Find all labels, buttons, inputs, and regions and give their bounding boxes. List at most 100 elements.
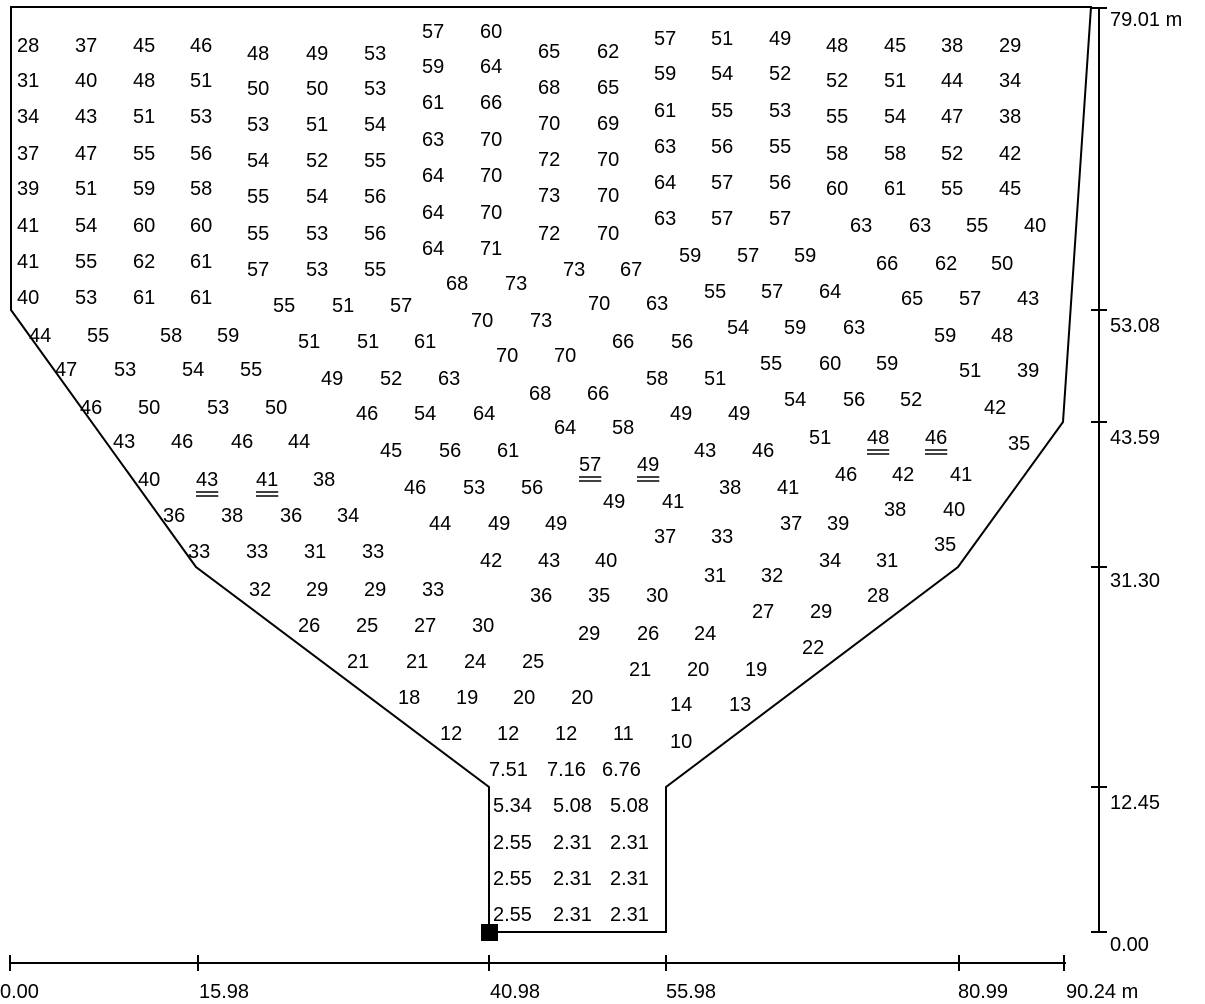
value-label: 62 (597, 41, 619, 63)
value-label: 46 (356, 403, 378, 425)
value-label: 63 (422, 129, 444, 151)
value-label: 30 (646, 585, 668, 607)
value-label: 34 (337, 505, 359, 527)
value-label: 50 (138, 397, 160, 419)
value-label: 47 (75, 143, 97, 165)
value-label: 39 (1017, 360, 1039, 382)
value-label: 29 (306, 579, 328, 601)
value-label: 53 (463, 477, 485, 499)
value-label: 55 (273, 295, 295, 317)
value-label: 5.34 (493, 795, 532, 817)
value-label: 58 (160, 325, 182, 347)
value-label: 59 (876, 353, 898, 375)
value-label: 29 (999, 35, 1021, 57)
value-label: 52 (826, 70, 848, 92)
value-label: 31 (876, 550, 898, 572)
value-label: 56 (439, 440, 461, 462)
value-label: 73 (563, 259, 585, 281)
value-label: 55 (247, 186, 269, 208)
value-label: 2.31 (610, 904, 649, 926)
value-label: 26 (637, 623, 659, 645)
value-label: 59 (133, 178, 155, 200)
value-label: 46 (190, 35, 212, 57)
value-label: 27 (752, 601, 774, 623)
value-label: 54 (75, 215, 97, 237)
value-label: 2.31 (610, 868, 649, 890)
value-label: 53 (207, 397, 229, 419)
value-label: 68 (538, 77, 560, 99)
value-label: 46 (171, 431, 193, 453)
value-label: 46 (925, 427, 947, 449)
value-label: 38 (719, 477, 741, 499)
value-label: 40 (943, 499, 965, 521)
value-label: 51 (306, 114, 328, 136)
value-label: 53 (306, 223, 328, 245)
value-label: 62 (133, 251, 155, 273)
value-label: 24 (694, 623, 716, 645)
value-label: 64 (422, 165, 444, 187)
value-label: 2.55 (493, 904, 532, 926)
value-label: 60 (133, 215, 155, 237)
value-label: 42 (999, 143, 1021, 165)
value-label: 68 (446, 273, 468, 295)
value-label: 41 (256, 469, 278, 491)
value-label: 69 (597, 113, 619, 135)
value-label: 42 (984, 397, 1006, 419)
value-label: 55 (760, 353, 782, 375)
value-label: 55 (87, 325, 109, 347)
value-label: 51 (357, 331, 379, 353)
value-label: 44 (941, 70, 963, 92)
value-label: 43 (113, 431, 135, 453)
value-label: 60 (190, 215, 212, 237)
value-label: 52 (900, 389, 922, 411)
value-label: 37 (780, 513, 802, 535)
value-label: 54 (306, 186, 328, 208)
value-label: 56 (190, 143, 212, 165)
value-label: 51 (332, 295, 354, 317)
value-label: 70 (597, 223, 619, 245)
value-label: 12 (497, 723, 519, 745)
value-label: 57 (422, 21, 444, 43)
value-label: 58 (190, 178, 212, 200)
value-label: 41 (777, 477, 799, 499)
value-label: 41 (17, 215, 39, 237)
value-label: 38 (941, 35, 963, 57)
value-label: 55 (826, 106, 848, 128)
value-label: 45 (999, 178, 1021, 200)
value-label: 53 (247, 114, 269, 136)
value-label: 64 (554, 417, 576, 439)
value-label: 53 (114, 359, 136, 381)
value-label: 42 (892, 464, 914, 486)
value-label: 26 (298, 615, 320, 637)
value-label: 56 (843, 389, 865, 411)
value-label: 38 (999, 106, 1021, 128)
value-label: 46 (752, 440, 774, 462)
value-label: 28 (867, 585, 889, 607)
value-label: 51 (704, 368, 726, 390)
value-label: 46 (231, 431, 253, 453)
value-label: 44 (288, 431, 310, 453)
value-label: 31 (17, 70, 39, 92)
value-label: 57 (711, 208, 733, 230)
value-label: 10 (670, 731, 692, 753)
value-label: 56 (711, 136, 733, 158)
origin-marker (481, 924, 498, 941)
value-label: 61 (654, 100, 676, 122)
value-label: 40 (75, 70, 97, 92)
value-label: 31 (704, 565, 726, 587)
value-label: 65 (901, 288, 923, 310)
value-label: 54 (711, 63, 733, 85)
value-label: 43 (75, 106, 97, 128)
value-label: 55 (133, 143, 155, 165)
value-label: 54 (247, 150, 269, 172)
value-label: 48 (133, 70, 155, 92)
value-label: 55 (966, 215, 988, 237)
value-label: 61 (422, 92, 444, 114)
value-label: 51 (884, 70, 906, 92)
value-label: 59 (422, 56, 444, 78)
value-label: 49 (488, 513, 510, 535)
value-label: 64 (422, 238, 444, 260)
value-label: 47 (55, 359, 77, 381)
value-label: 58 (646, 368, 668, 390)
